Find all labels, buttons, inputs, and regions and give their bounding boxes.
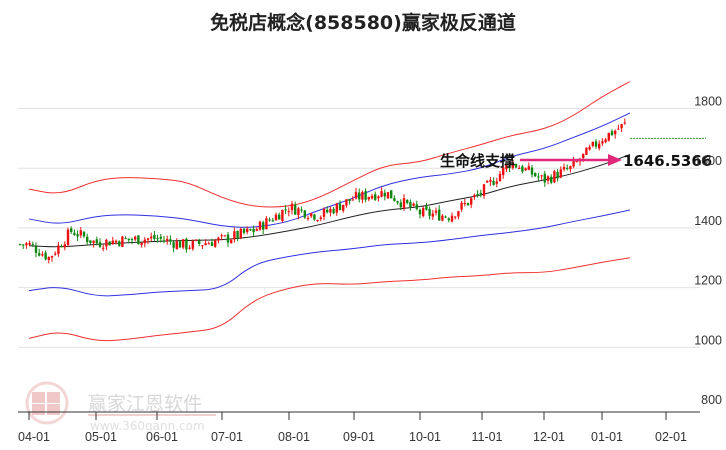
annotation-label: 生命线支撑	[440, 152, 515, 170]
chart-title: 免税店概念(858580)赢家极反通道	[210, 12, 516, 34]
watermark-url: www.360gann.com	[90, 419, 205, 433]
x-tick-label: 01-01	[591, 430, 623, 444]
x-axis: 04-01 05-01 06-01 07-01 08-01 09-01 10-01 11-01…	[18, 411, 700, 444]
x-tick-label: 02-01	[655, 430, 687, 444]
annotation-arrow-head	[608, 154, 622, 166]
x-tick-label: 11-01	[471, 430, 502, 444]
x-tick-label: 05-01	[85, 430, 117, 444]
x-tick-label: 07-01	[211, 430, 243, 444]
x-tick-label: 04-01	[18, 430, 50, 444]
y-axis: 1800 1600 1400 1200 1000 800	[694, 95, 722, 408]
x-tick-label: 12-01	[533, 430, 565, 444]
outer-upper-band-line	[28, 81, 631, 208]
y-tick-label: 1000	[694, 333, 722, 347]
candlesticks	[18, 118, 626, 264]
y-tick-label: 1200	[694, 274, 722, 288]
annotation-value: 1646.5366	[623, 152, 712, 170]
y-tick-label: 1400	[694, 214, 722, 228]
x-tick-label: 09-01	[343, 430, 375, 444]
grid-lines	[18, 108, 700, 348]
x-tick-label: 06-01	[146, 430, 178, 444]
watermark-brand: 赢家江恩软件	[88, 393, 202, 415]
channel-bands	[28, 81, 706, 342]
annotation: 生命线支撑 1646.5366	[440, 152, 712, 170]
x-tick-label: 08-01	[278, 430, 310, 444]
y-tick-label: 1600	[694, 154, 722, 168]
y-tick-label: 1800	[694, 95, 722, 109]
y-tick-label: 800	[701, 393, 722, 407]
x-tick-label: 10-01	[409, 430, 441, 444]
outer-lower-band-line	[28, 257, 631, 342]
watermark: 赢家江恩软件 www.360gann.com	[25, 381, 216, 433]
inner-lower-band-line	[28, 209, 631, 297]
